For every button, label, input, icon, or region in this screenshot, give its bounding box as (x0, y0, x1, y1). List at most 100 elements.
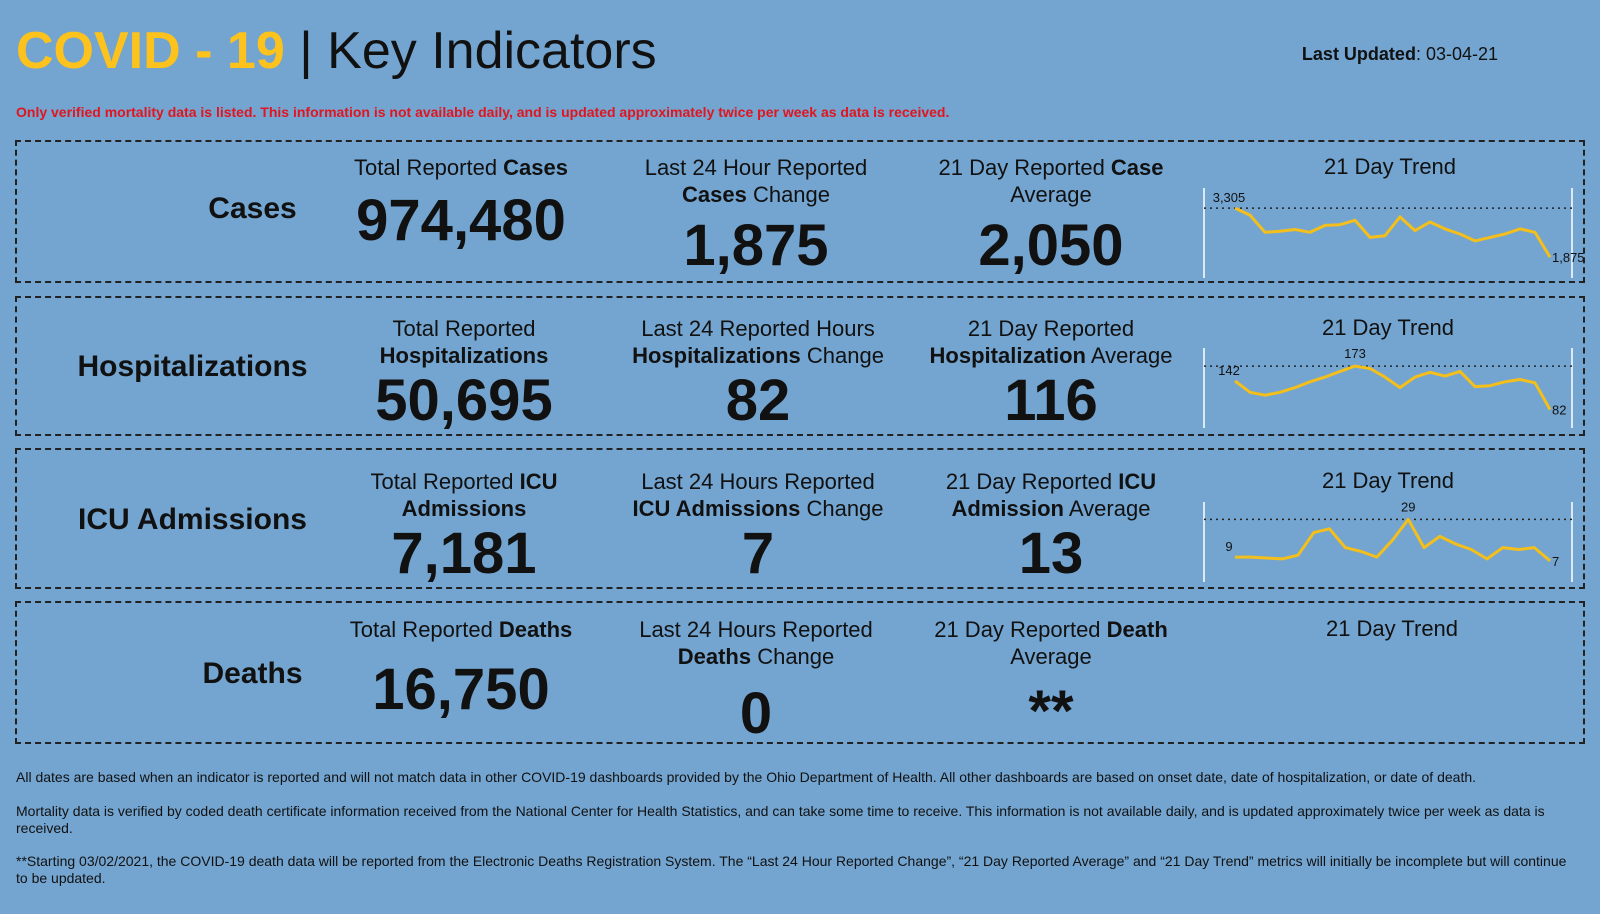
hospitalizations-change-value: 82 (725, 368, 791, 433)
title-covid: COVID - 19 (16, 22, 285, 80)
deaths-average-value: ** (1028, 679, 1074, 744)
cases-change-heading: Last 24 Hour Reported Cases Change (611, 154, 901, 208)
cases-change: Last 24 Hour Reported Cases Change 1,875 (611, 154, 901, 276)
icu-trend-title: 21 Day Trend (1321, 468, 1455, 493)
last-updated-value: : 03-04-21 (1415, 44, 1498, 64)
cases-average-value: 2,050 (978, 213, 1124, 278)
hospitalizations-total: Total Reported Hospitalizations 50,695 (319, 315, 609, 431)
cases-trend-title: 21 Day Trend (1323, 154, 1457, 179)
title-key-indicators: Key Indicators (327, 22, 657, 80)
hospitalizations-average: 21 Day Reported Hospitalization Average 1… (906, 315, 1196, 431)
hospitalizations-trend-title: 21 Day Trend (1321, 315, 1455, 340)
icu-total-value: 7,181 (391, 521, 537, 586)
mortality-notice: Only verified mortality data is listed. … (16, 104, 950, 120)
deaths-panel (15, 601, 1585, 744)
heading-text: Last 24 Reported Hours (641, 316, 875, 341)
heading-text: Last 24 Hours Reported (641, 469, 875, 494)
heading-text: Change (800, 496, 884, 521)
heading-bold: Deaths (677, 644, 752, 669)
heading-text: Last 24 Hour Reported (644, 155, 868, 180)
heading-text: Change (746, 182, 831, 207)
heading-bold: Admission (951, 496, 1064, 521)
cases-total-heading: Total Reported Cases (316, 154, 606, 181)
cases-average-heading: 21 Day Reported Case Average (906, 154, 1196, 208)
hospitalizations-change-heading: Last 24 Reported Hours Hospitalizations C… (613, 315, 903, 369)
trend-end-label: 82 (1552, 403, 1566, 418)
hospitalizations-change: Last 24 Reported Hours Hospitalizations C… (613, 315, 903, 431)
trend-peak-label: 29 (1401, 499, 1415, 514)
deaths-average: 21 Day Reported Death Average ** (906, 616, 1196, 742)
heading-text: Average (1010, 182, 1092, 207)
trend-start-label: 142 (1218, 363, 1240, 378)
page-title: COVID - 19 | Key Indicators (16, 14, 657, 88)
deaths-total: Total Reported Deaths 16,750 (316, 616, 606, 720)
heading-text: 21 Day Reported (945, 469, 1119, 494)
heading-text: Total Reported (349, 617, 499, 642)
cases-row-label: Cases (208, 192, 297, 225)
cases-change-value: 1,875 (683, 213, 829, 278)
heading-bold: ICU (1118, 469, 1157, 494)
icu-change: Last 24 Hours Reported ICU Admissions Cha… (613, 468, 903, 584)
heading-bold: Cases (503, 155, 569, 180)
heading-text: Total Reported (370, 469, 520, 494)
icu-total-heading: Total Reported ICU Admissions (319, 468, 609, 522)
trend-start-label: 3,305 (1213, 190, 1246, 205)
heading-text: 21 Day Reported (967, 316, 1135, 341)
heading-bold: Death (1106, 617, 1168, 642)
cases-trend-chart: 3,305 1,875 (1203, 188, 1585, 278)
heading-text: Last 24 Hours Reported (639, 617, 873, 642)
trend-line (1235, 517, 1551, 562)
icu-row-label: ICU Admissions (78, 503, 307, 536)
heading-text: 21 Day Reported (934, 617, 1107, 642)
heading-text: Change (800, 343, 884, 368)
icu-change-heading: Last 24 Hours Reported ICU Admissions Cha… (613, 468, 903, 522)
footnote-mortality-verification: Mortality data is verified by coded deat… (16, 803, 1545, 836)
cases-total-value: 974,480 (356, 188, 566, 253)
heading-bold: Hospitalization (929, 343, 1086, 368)
heading-bold: ICU Admissions (632, 496, 801, 521)
hospitalizations-average-value: 116 (1004, 368, 1098, 433)
deaths-average-heading: 21 Day Reported Death Average (906, 616, 1196, 670)
heading-bold: Hospitalizations (632, 343, 801, 368)
last-updated-label: Last Updated (1301, 44, 1416, 64)
heading-text: 21 Day Reported (938, 155, 1111, 180)
hospitalizations-row-label: Hospitalizations (77, 350, 308, 383)
heading-bold: Admissions (401, 496, 527, 521)
hospitalizations-trend-chart: 142 173 82 (1203, 346, 1573, 428)
trend-end-label: 7 (1552, 554, 1559, 569)
title-separator: | (299, 22, 313, 80)
heading-bold: ICU (519, 469, 558, 494)
hospitalizations-average-heading: 21 Day Reported Hospitalization Average (906, 315, 1196, 369)
icu-average-heading: 21 Day Reported ICU Admission Average (906, 468, 1196, 522)
heading-bold: Case (1110, 155, 1164, 180)
icu-total: Total Reported ICU Admissions 7,181 (319, 468, 609, 584)
icu-trend-chart: 9 29 7 (1203, 499, 1573, 582)
trend-line (1234, 206, 1552, 258)
footnote-reporting-dates: All dates are based when an indicator is… (16, 769, 1477, 785)
heading-text: Change (751, 644, 835, 669)
deaths-total-value: 16,750 (372, 657, 550, 722)
trend-peak-label: 173 (1344, 346, 1366, 361)
heading-text: Total Reported (353, 155, 504, 180)
cases-average: 21 Day Reported Case Average 2,050 (906, 154, 1196, 276)
deaths-change-value: 0 (739, 681, 773, 746)
heading-text: Average (1010, 644, 1092, 669)
heading-bold: Deaths (498, 617, 573, 642)
hospitalizations-total-heading: Total Reported Hospitalizations (319, 315, 609, 369)
heading-text: Total Reported (392, 316, 536, 341)
trend-line (1234, 364, 1552, 411)
hospitalizations-total-value: 50,695 (375, 368, 553, 433)
icu-panel (15, 448, 1585, 589)
deaths-change-heading: Last 24 Hours Reported Deaths Change (611, 616, 901, 670)
cases-panel (15, 140, 1585, 283)
deaths-row-label: Deaths (202, 657, 303, 690)
trend-start-label: 9 (1225, 539, 1232, 554)
hospitalizations-panel (15, 296, 1585, 436)
heading-text: Average (1086, 343, 1173, 368)
icu-average-value: 13 (1018, 521, 1084, 586)
heading-bold: Hospitalizations (379, 343, 549, 368)
trend-end-label: 1,875 (1552, 250, 1585, 265)
footnote-death-data-source: **Starting 03/02/2021, the COVID-19 deat… (16, 853, 1567, 886)
cases-total: Total Reported Cases 974,480 (316, 154, 606, 251)
icu-average: 21 Day Reported ICU Admission Average 13 (906, 468, 1196, 584)
